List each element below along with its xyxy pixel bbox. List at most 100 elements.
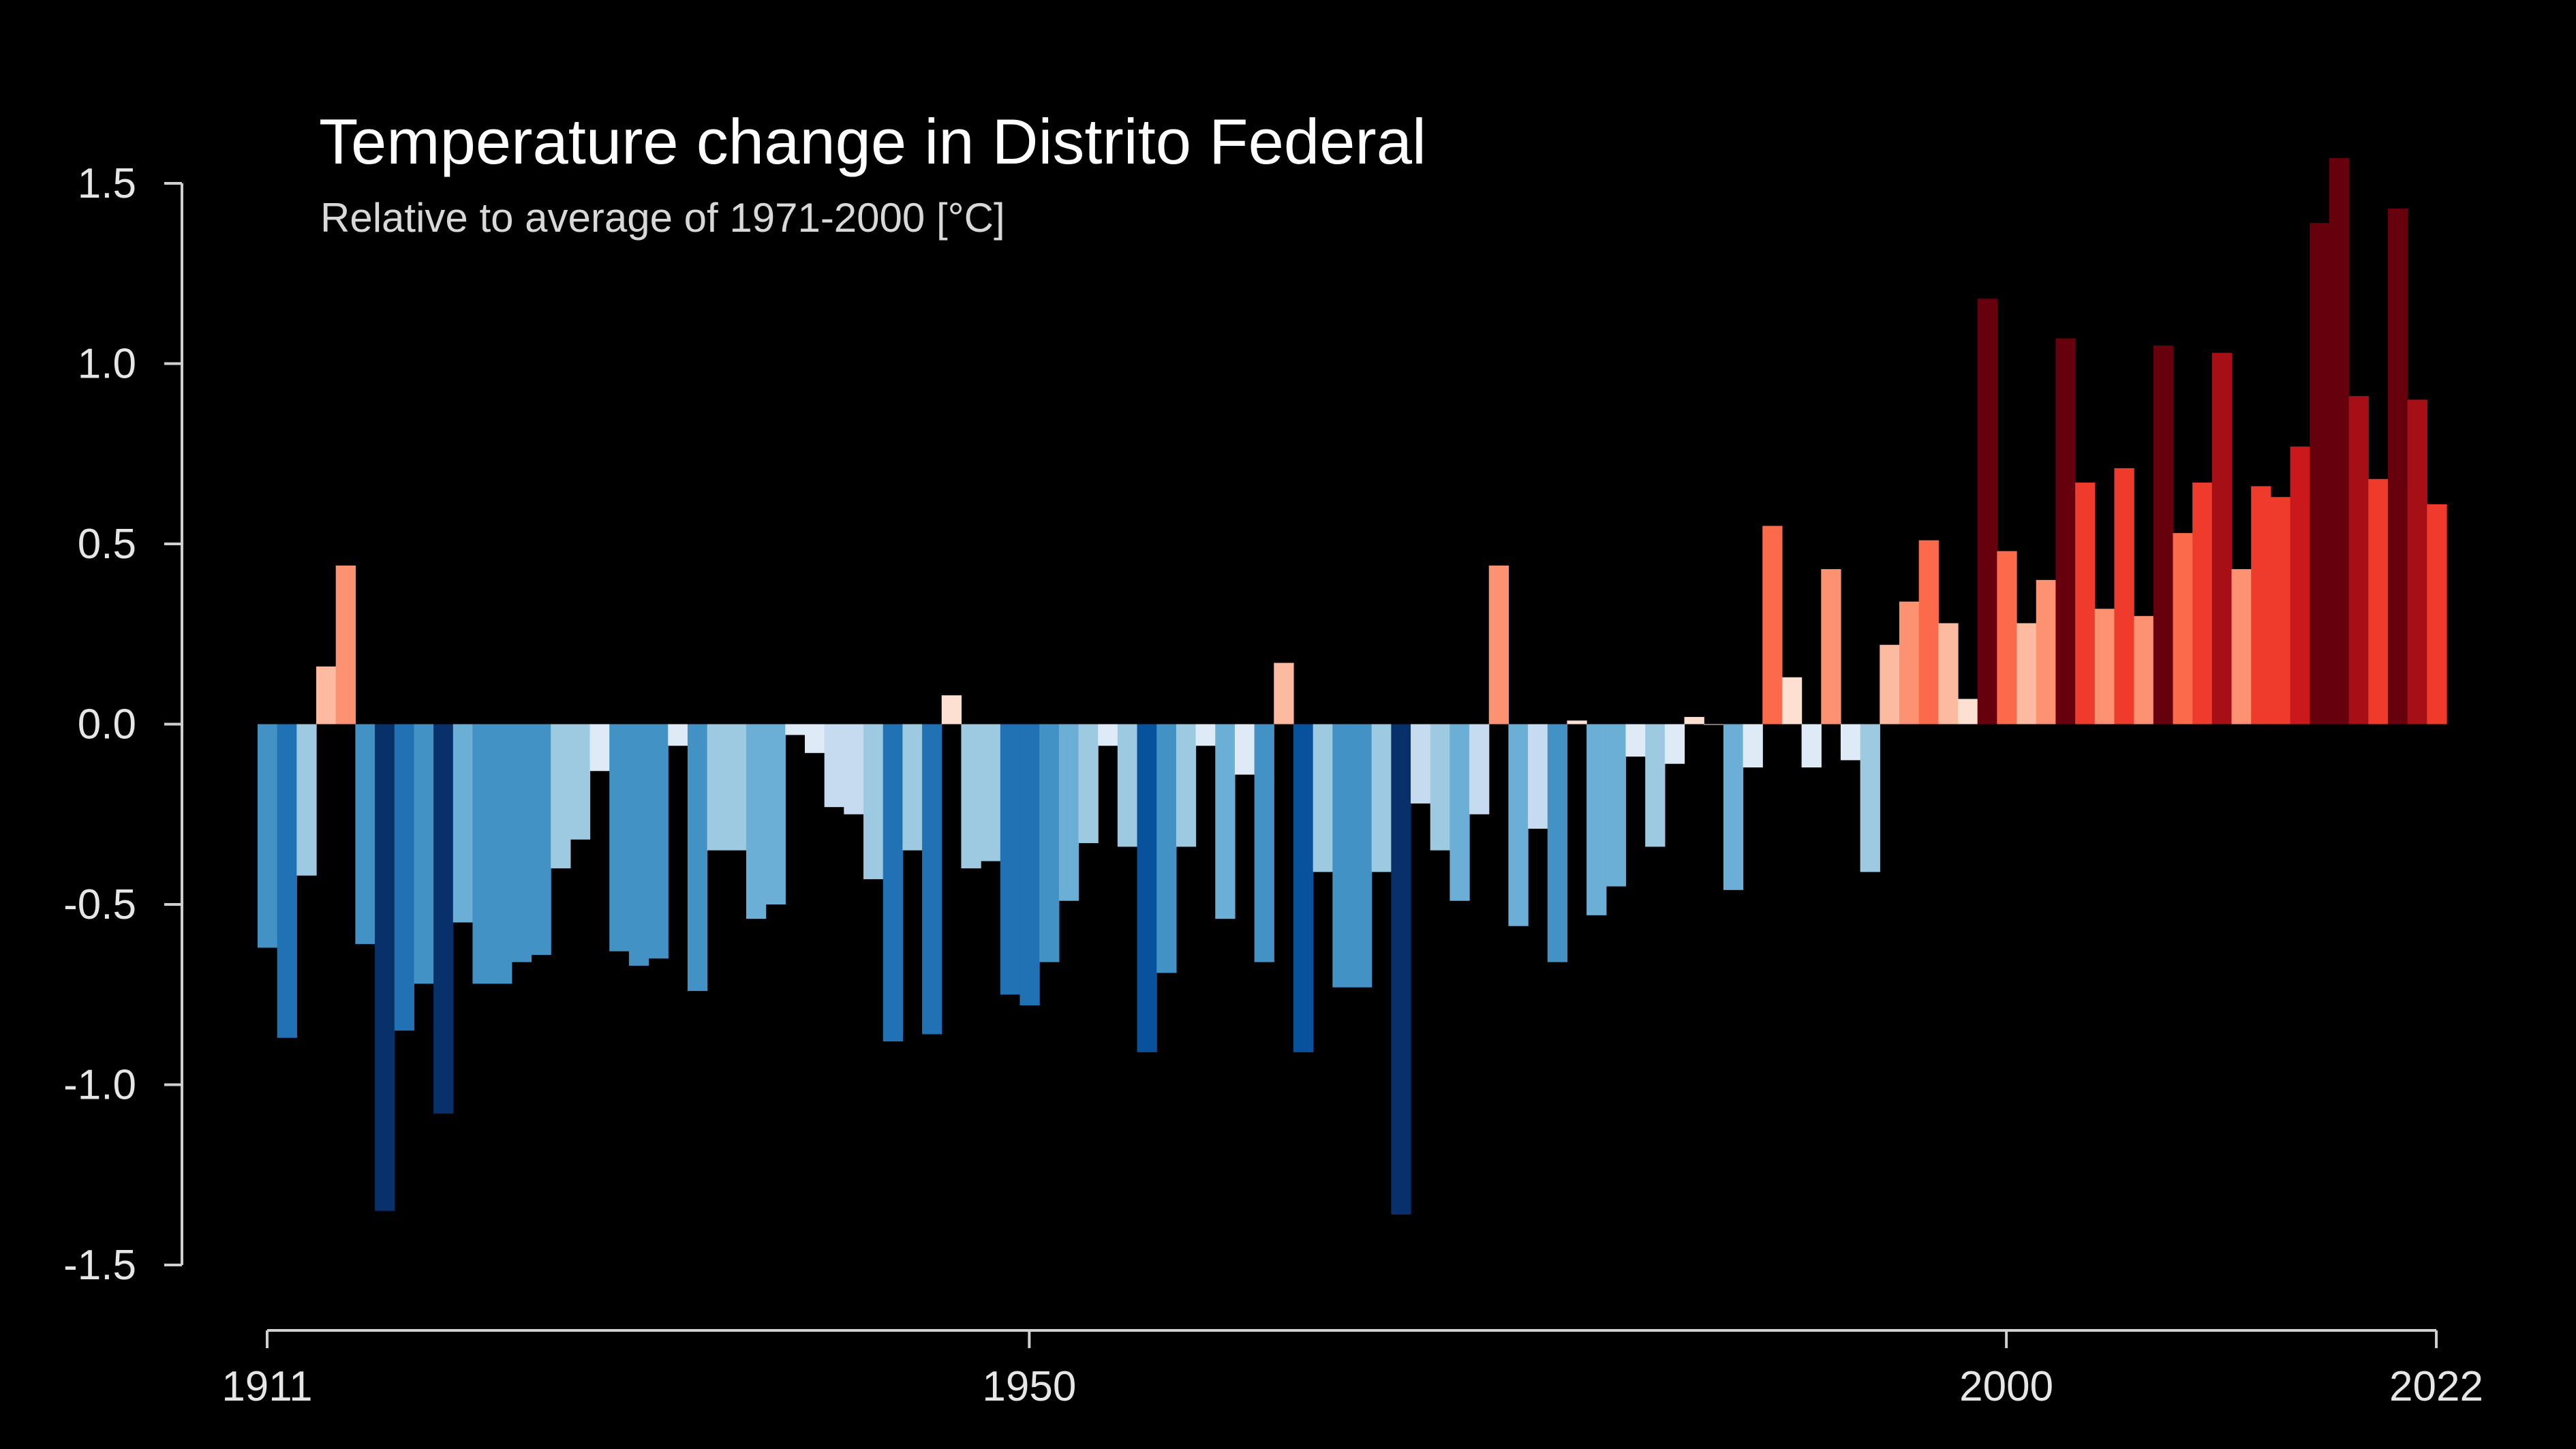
- x-tick-label: 2000: [1959, 1363, 2053, 1410]
- bar-2000: [1997, 551, 2017, 724]
- bar-1987: [1743, 724, 1763, 767]
- bar-1974: [1488, 565, 1509, 724]
- bar-1945: [922, 724, 942, 1035]
- bar-1995: [1899, 601, 1920, 724]
- bar-1952: [1058, 724, 1079, 901]
- bar-1928: [589, 724, 610, 772]
- bar-1961: [1234, 724, 1255, 775]
- bar-2022: [2427, 504, 2447, 724]
- bar-1976: [1528, 724, 1548, 829]
- bar-1916: [355, 724, 375, 945]
- bar-2002: [2036, 579, 2057, 724]
- bar-1966: [1332, 724, 1353, 988]
- bar-1944: [902, 724, 923, 851]
- bar-1968: [1371, 724, 1392, 872]
- bar-1975: [1508, 724, 1529, 926]
- bar-1985: [1704, 724, 1724, 725]
- bar-1951: [1039, 724, 1060, 962]
- bar-1947: [961, 724, 981, 869]
- y-tick-label: -1.5: [63, 1242, 136, 1289]
- bar-1917: [375, 724, 395, 1211]
- bar-2006: [2114, 468, 2134, 724]
- bar-2019: [2368, 478, 2389, 724]
- bar-1956: [1137, 724, 1157, 1052]
- bar-1925: [531, 724, 551, 956]
- bar-1963: [1274, 662, 1294, 724]
- y-tick-label: 0.0: [78, 701, 136, 748]
- bar-1959: [1195, 724, 1216, 746]
- bar-2009: [2173, 533, 2193, 724]
- bar-1946: [941, 695, 962, 724]
- bar-1920: [433, 724, 454, 1114]
- bar-2004: [2075, 483, 2096, 724]
- bar-1913: [296, 724, 317, 876]
- bar-1982: [1645, 724, 1666, 847]
- bar-2008: [2153, 346, 2174, 724]
- x-axis-ticks: 1911 1950 2000 2022: [221, 1330, 2483, 1410]
- bar-1942: [863, 724, 884, 879]
- bar-2012: [2231, 569, 2252, 724]
- bar-1981: [1625, 724, 1646, 757]
- bar-1954: [1098, 724, 1118, 746]
- y-tick-label: -1.0: [63, 1062, 136, 1109]
- bar-2013: [2251, 486, 2271, 724]
- bar-1926: [551, 724, 571, 869]
- bar-1964: [1293, 724, 1314, 1052]
- chart-title: Temperature change in Distrito Federal: [319, 106, 1426, 177]
- bar-2021: [2407, 399, 2427, 724]
- bar-1993: [1860, 724, 1880, 872]
- bar-1940: [824, 724, 844, 808]
- bar-1941: [844, 724, 864, 814]
- bar-2014: [2270, 497, 2291, 724]
- bar-1935: [726, 724, 747, 851]
- y-tick-label: -0.5: [63, 881, 136, 928]
- bar-2018: [2348, 396, 2369, 724]
- bar-1953: [1078, 724, 1099, 844]
- bar-1924: [511, 724, 532, 962]
- bar-1938: [785, 724, 806, 735]
- y-tick-label: 1.0: [78, 341, 136, 388]
- bar-2003: [2055, 338, 2076, 724]
- bar-1950: [1019, 724, 1040, 1006]
- bar-1994: [1880, 645, 1900, 724]
- bar-1983: [1664, 724, 1685, 764]
- bar-1978: [1567, 720, 1587, 724]
- bar-2010: [2192, 483, 2213, 724]
- bar-1919: [414, 724, 434, 984]
- bar-1960: [1215, 724, 1236, 919]
- bar-1998: [1958, 699, 1978, 724]
- bar-1937: [765, 724, 786, 904]
- bar-1999: [1977, 299, 1997, 724]
- bar-1973: [1469, 724, 1490, 814]
- bar-series: [258, 157, 2447, 1215]
- bar-1932: [668, 724, 688, 746]
- bar-1996: [1918, 540, 1939, 724]
- bar-1948: [981, 724, 1001, 861]
- bar-1979: [1586, 724, 1607, 915]
- bar-1988: [1762, 525, 1783, 724]
- bar-1936: [746, 724, 767, 919]
- bar-1965: [1313, 724, 1333, 872]
- bar-2001: [2017, 623, 2037, 724]
- bar-1934: [707, 724, 727, 851]
- bar-1958: [1176, 724, 1197, 847]
- bar-1991: [1821, 569, 1841, 724]
- bar-1984: [1684, 716, 1704, 724]
- bar-2016: [2310, 223, 2330, 724]
- bar-1914: [316, 666, 337, 724]
- bar-1930: [628, 724, 649, 966]
- bar-1923: [492, 724, 512, 984]
- bar-1939: [805, 724, 825, 753]
- bar-1921: [453, 724, 474, 923]
- bar-2015: [2290, 446, 2310, 724]
- bar-1927: [570, 724, 591, 840]
- bar-1922: [472, 724, 493, 984]
- x-tick-label: 2022: [2389, 1363, 2483, 1410]
- bar-2005: [2094, 609, 2115, 724]
- y-axis-ticks: 1.5 1.0 0.5 0.0 -0.5 -1.0 -1.5: [63, 160, 182, 1289]
- bar-1971: [1430, 724, 1450, 851]
- bar-1955: [1117, 724, 1138, 847]
- bar-1918: [394, 724, 415, 1031]
- bar-1911: [258, 724, 278, 948]
- bar-2011: [2211, 352, 2233, 724]
